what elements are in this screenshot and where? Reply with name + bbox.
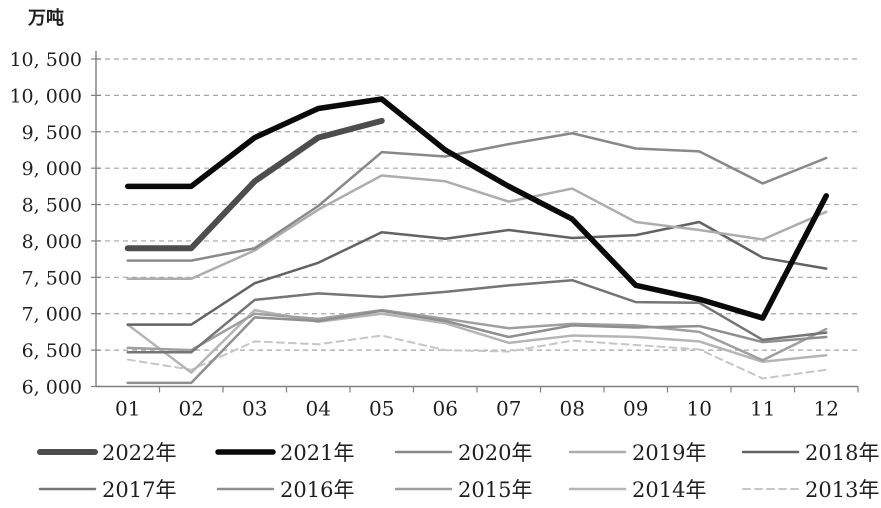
legend-item-2017: 2017年 xyxy=(38,478,176,502)
series-line-2017 xyxy=(126,278,828,354)
series-line-2015 xyxy=(126,308,828,362)
series-line-2021 xyxy=(125,96,829,321)
legend-item-2019: 2019年 xyxy=(568,441,706,465)
series-line-2018 xyxy=(126,220,828,326)
legend-label-2016: 2016年 xyxy=(280,478,354,502)
x-tick-label-12: 12 xyxy=(814,397,839,421)
gridlines-layer xyxy=(96,58,858,351)
series-line-2016 xyxy=(126,309,828,385)
x-tick-label-02: 02 xyxy=(179,397,204,421)
x-tick-label-06: 06 xyxy=(433,397,458,421)
x-tick-label-04: 04 xyxy=(306,397,331,421)
legend-label-2022: 2022年 xyxy=(102,441,176,465)
legend-label-2019: 2019年 xyxy=(632,441,706,465)
series-line-2022 xyxy=(124,117,385,252)
y-tick-label-8000: 8, 000 xyxy=(22,231,82,253)
legend-label-2018: 2018年 xyxy=(805,441,879,465)
y-tick-label-9500: 9, 500 xyxy=(22,122,82,144)
legend-item-2016: 2016年 xyxy=(216,478,354,502)
legend-item-2022: 2022年 xyxy=(37,441,176,465)
x-tick-label-03: 03 xyxy=(242,397,267,421)
y-tick-label-7000: 7, 000 xyxy=(22,304,82,326)
x-tick-label-08: 08 xyxy=(560,397,585,421)
x-tick-label-11: 11 xyxy=(750,397,775,421)
legend-label-2017: 2017年 xyxy=(102,478,176,502)
legend-item-2020: 2020年 xyxy=(394,441,532,465)
series-line-2020 xyxy=(126,131,828,262)
axes-layer xyxy=(91,51,859,393)
legend-item-2014: 2014年 xyxy=(568,478,706,502)
y-tick-label-6000: 6, 000 xyxy=(22,377,82,399)
x-tick-label-07: 07 xyxy=(496,397,521,421)
y-tick-label-9000: 9, 000 xyxy=(22,158,82,180)
series-line-2019 xyxy=(126,174,828,281)
legend-label-2020: 2020年 xyxy=(458,441,532,465)
legend-item-2015: 2015年 xyxy=(394,478,532,502)
legend-label-2015: 2015年 xyxy=(458,478,532,502)
y-tick-label-10500: 10, 500 xyxy=(9,49,82,71)
axis-labels-layer: 10, 500 10, 000 9, 500 9, 000 8, 500 8, 000 7,… xyxy=(9,49,839,421)
y-tick-label-8500: 8, 500 xyxy=(22,195,82,217)
y-tick-label-10000: 10, 000 xyxy=(9,85,82,107)
y-tick-label-7500: 7, 500 xyxy=(22,267,82,289)
x-tick-label-09: 09 xyxy=(623,397,648,421)
legend-item-2013: 2013年 xyxy=(742,478,879,502)
y-axis-unit-label: 万吨 xyxy=(27,7,64,29)
legend-item-2018: 2018年 xyxy=(741,441,879,465)
x-tick-label-10: 10 xyxy=(687,397,712,421)
x-tick-label-01: 01 xyxy=(115,397,140,421)
legend-label-2013: 2013年 xyxy=(805,478,879,502)
y-tick-label-6500: 6, 500 xyxy=(22,340,82,362)
legend-item-2021: 2021年 xyxy=(215,441,354,465)
legend-label-2014: 2014年 xyxy=(632,478,706,502)
legend: 2022年 2021年 2020年 2019年 2018年 2017年 2016年 2015年… xyxy=(37,441,879,502)
series-lines-layer xyxy=(124,96,829,385)
series-line-2013 xyxy=(126,334,828,380)
legend-label-2021: 2021年 xyxy=(280,441,354,465)
x-tick-label-05: 05 xyxy=(369,397,394,421)
